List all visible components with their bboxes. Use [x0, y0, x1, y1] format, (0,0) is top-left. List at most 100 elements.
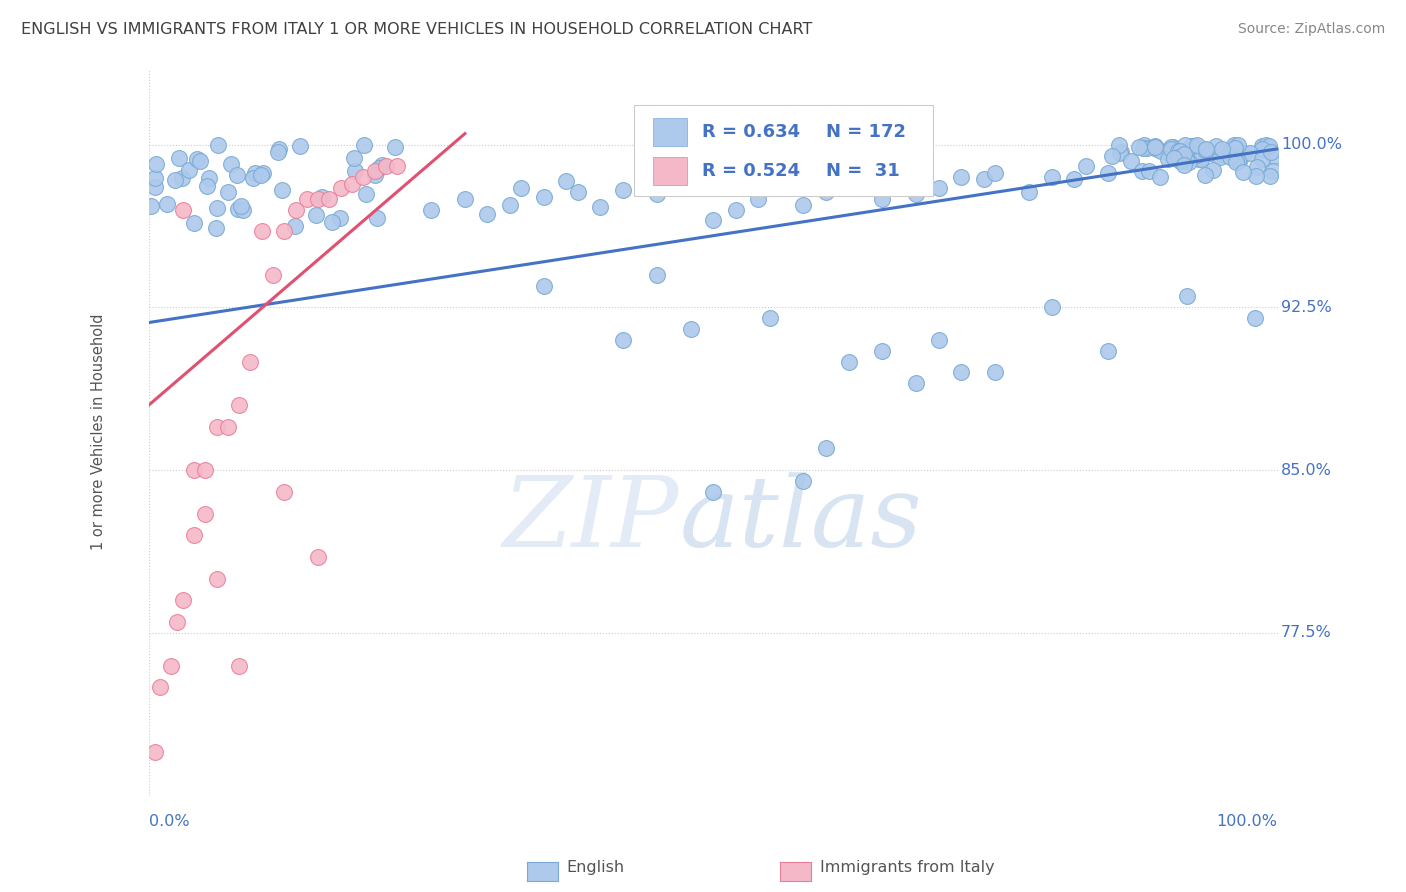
Point [872, 192, 894, 206]
Point [1063, 172, 1085, 186]
Point [343, 151, 366, 165]
Point [284, 219, 307, 233]
Point [1189, 152, 1212, 166]
Point [973, 172, 995, 186]
Point [228, 398, 250, 412]
Point [984, 166, 1007, 180]
Point [352, 170, 374, 185]
Point [329, 181, 352, 195]
Text: 77.5%: 77.5% [1281, 625, 1331, 640]
Point [1211, 142, 1233, 156]
Point [420, 202, 443, 217]
Point [143, 179, 166, 194]
Point [792, 474, 814, 488]
Point [1244, 169, 1267, 183]
Point [612, 183, 634, 197]
Point [1174, 137, 1197, 152]
Text: R = 0.524: R = 0.524 [702, 162, 800, 180]
Point [1258, 169, 1281, 183]
Point [183, 216, 205, 230]
Point [225, 169, 247, 183]
Point [1097, 343, 1119, 358]
Point [1233, 145, 1256, 160]
Point [1133, 137, 1156, 152]
Text: ENGLISH VS IMMIGRANTS FROM ITALY 1 OR MORE VEHICLES IN HOUSEHOLD CORRELATION CHA: ENGLISH VS IMMIGRANTS FROM ITALY 1 OR MO… [21, 22, 813, 37]
Point [252, 166, 274, 180]
Point [1181, 139, 1204, 153]
Point [228, 202, 250, 217]
Point [1244, 311, 1267, 326]
Point [1101, 149, 1123, 163]
Point [149, 680, 172, 694]
Point [363, 163, 385, 178]
Point [165, 172, 187, 186]
Point [374, 159, 396, 173]
Point [1137, 164, 1160, 178]
Point [634, 172, 657, 186]
Point [172, 171, 194, 186]
Point [1163, 151, 1185, 165]
Point [589, 201, 612, 215]
Point [838, 354, 860, 368]
Point [384, 140, 406, 154]
Text: ZIP: ZIP [503, 472, 679, 567]
Point [1261, 164, 1284, 178]
Point [269, 142, 291, 156]
Point [950, 366, 973, 380]
Point [1040, 170, 1063, 185]
Point [364, 168, 387, 182]
Point [905, 376, 928, 391]
Point [177, 163, 200, 178]
Point [143, 171, 166, 186]
Point [1157, 153, 1180, 167]
Point [1171, 148, 1194, 162]
Point [207, 202, 229, 216]
Point [1168, 154, 1191, 169]
Point [815, 186, 838, 200]
Point [318, 192, 340, 206]
Point [838, 181, 860, 195]
Point [1195, 142, 1218, 156]
Point [1109, 145, 1132, 160]
Point [242, 171, 264, 186]
Point [1149, 169, 1171, 184]
Point [172, 593, 194, 607]
Point [1205, 139, 1227, 153]
Point [228, 658, 250, 673]
Point [205, 220, 228, 235]
Point [1018, 186, 1040, 200]
Point [747, 192, 769, 206]
Point [1177, 143, 1199, 157]
FancyBboxPatch shape [634, 105, 934, 195]
Point [792, 198, 814, 212]
Point [366, 211, 388, 226]
Point [295, 192, 318, 206]
Point [250, 169, 273, 183]
Point [340, 177, 363, 191]
Text: 100.0%: 100.0% [1216, 814, 1278, 829]
Point [758, 172, 780, 186]
Point [612, 333, 634, 347]
Point [1143, 138, 1166, 153]
Point [1227, 138, 1250, 153]
Point [311, 190, 333, 204]
Point [267, 145, 290, 159]
Point [243, 166, 266, 180]
Point [1188, 152, 1211, 166]
Point [1170, 145, 1192, 159]
Point [1173, 147, 1195, 161]
Point [1202, 163, 1225, 178]
Point [354, 186, 377, 201]
Point [262, 268, 284, 282]
Point [668, 178, 690, 193]
Point [1178, 154, 1201, 169]
Point [928, 181, 950, 195]
Point [1258, 139, 1281, 153]
Point [1232, 165, 1254, 179]
Point [232, 202, 254, 217]
Point [872, 343, 894, 358]
Point [1160, 140, 1182, 154]
Point [284, 202, 307, 217]
Point [217, 419, 239, 434]
Text: N = 172: N = 172 [827, 123, 905, 141]
